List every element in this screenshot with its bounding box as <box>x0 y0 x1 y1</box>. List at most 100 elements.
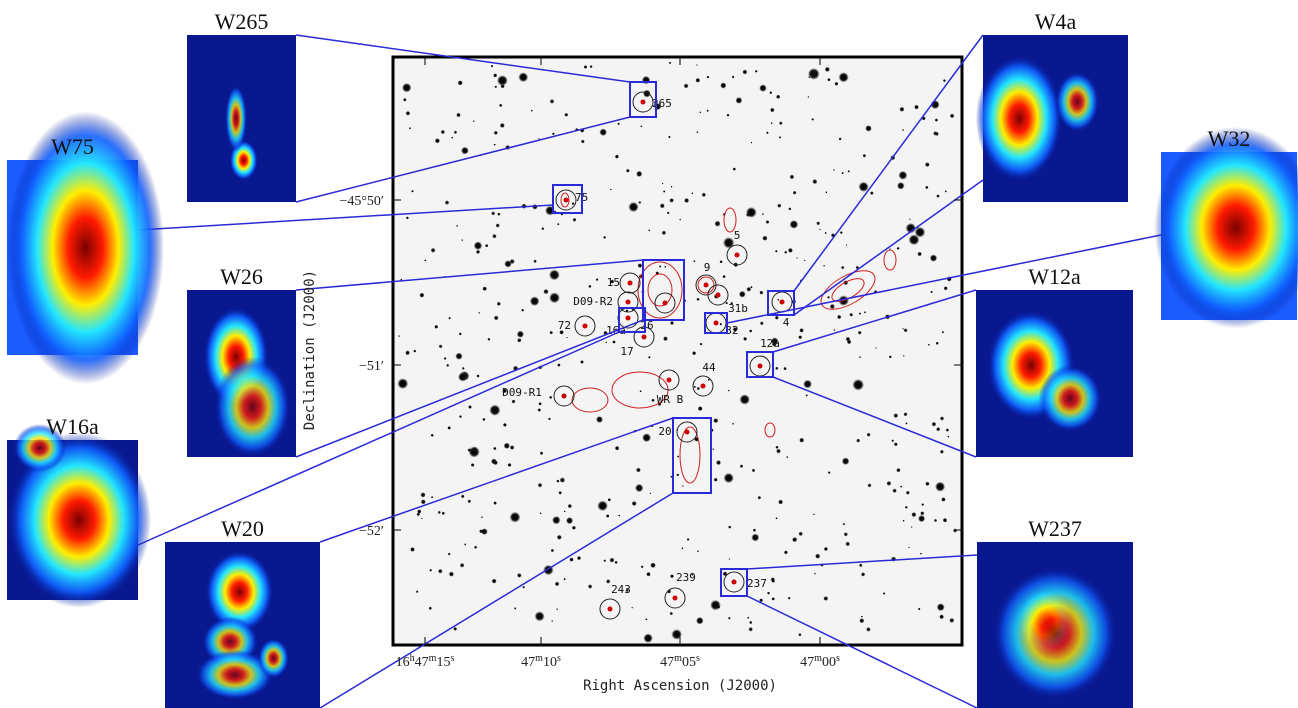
tick-part: 47 <box>800 655 814 670</box>
star <box>636 170 643 177</box>
star <box>732 327 738 332</box>
star <box>549 330 553 335</box>
star <box>670 185 673 188</box>
star <box>784 250 788 254</box>
star <box>460 494 465 499</box>
star <box>502 422 507 427</box>
star <box>614 560 618 565</box>
star <box>612 340 616 344</box>
star <box>728 525 732 529</box>
star <box>537 408 542 412</box>
star <box>903 328 908 333</box>
star <box>898 170 908 180</box>
star <box>517 573 522 578</box>
star <box>827 78 831 82</box>
star <box>908 234 920 246</box>
inset-label: W237 <box>1028 516 1082 541</box>
star <box>548 269 560 281</box>
star <box>771 337 779 345</box>
superscript: s <box>450 653 454 664</box>
star <box>841 457 850 466</box>
star <box>415 590 419 593</box>
star <box>493 460 498 466</box>
star <box>771 597 775 601</box>
star <box>939 449 944 454</box>
star <box>949 113 955 119</box>
star <box>714 220 721 227</box>
star <box>556 608 558 611</box>
star <box>905 222 917 234</box>
star <box>403 98 407 102</box>
source-label: 20 <box>658 425 671 438</box>
star <box>614 154 620 159</box>
star <box>936 427 941 432</box>
ra-tick-label: 47m00s <box>800 653 840 671</box>
star <box>941 331 945 334</box>
star <box>614 445 620 451</box>
star <box>767 591 770 595</box>
source-label: 44 <box>702 361 716 374</box>
image-frame <box>391 55 964 647</box>
source-core <box>607 606 613 612</box>
star <box>696 386 700 391</box>
star <box>686 538 690 541</box>
star <box>464 543 467 546</box>
star <box>812 179 818 185</box>
star <box>787 596 791 600</box>
star <box>743 336 748 341</box>
star <box>493 446 497 451</box>
star <box>896 468 901 473</box>
emission-blob <box>214 356 291 457</box>
star <box>759 290 764 295</box>
star <box>838 137 842 141</box>
star <box>696 131 699 134</box>
star <box>792 537 798 543</box>
star <box>605 341 608 344</box>
star <box>643 633 653 643</box>
y-axis-label: Declination (J2000) <box>302 270 318 430</box>
superscript: s <box>557 653 561 664</box>
inset: W26 <box>187 264 296 457</box>
star <box>742 69 748 75</box>
star <box>841 171 844 175</box>
star <box>796 257 798 259</box>
star <box>408 127 412 130</box>
star <box>691 573 694 576</box>
star <box>636 467 641 473</box>
source-circle <box>555 189 577 211</box>
star <box>605 514 610 518</box>
star <box>503 442 510 449</box>
emission-blob <box>7 432 152 608</box>
star <box>541 227 545 231</box>
emission-blob <box>196 649 274 700</box>
star <box>805 394 808 397</box>
star <box>925 185 929 190</box>
source-core <box>640 99 646 105</box>
star <box>775 249 778 253</box>
source-circle <box>723 571 745 593</box>
x-axis-label: Right Ascension (J2000) <box>583 678 777 694</box>
star <box>888 355 892 359</box>
star <box>754 69 758 73</box>
star <box>453 627 458 631</box>
source-label: 265 <box>652 97 672 110</box>
star <box>538 402 542 406</box>
star <box>847 170 850 173</box>
star <box>587 584 593 589</box>
source-core <box>684 429 690 435</box>
star <box>935 341 939 345</box>
star <box>493 143 496 146</box>
ra-tick-label: 47m05s <box>660 653 700 671</box>
star <box>933 518 938 523</box>
star <box>478 312 481 314</box>
star <box>676 473 680 477</box>
star <box>896 246 900 250</box>
source-core <box>582 323 588 329</box>
star <box>548 417 551 421</box>
star <box>751 468 756 473</box>
star <box>509 511 521 523</box>
star <box>903 355 905 357</box>
star <box>696 64 698 66</box>
star <box>707 378 710 381</box>
star <box>713 477 718 482</box>
